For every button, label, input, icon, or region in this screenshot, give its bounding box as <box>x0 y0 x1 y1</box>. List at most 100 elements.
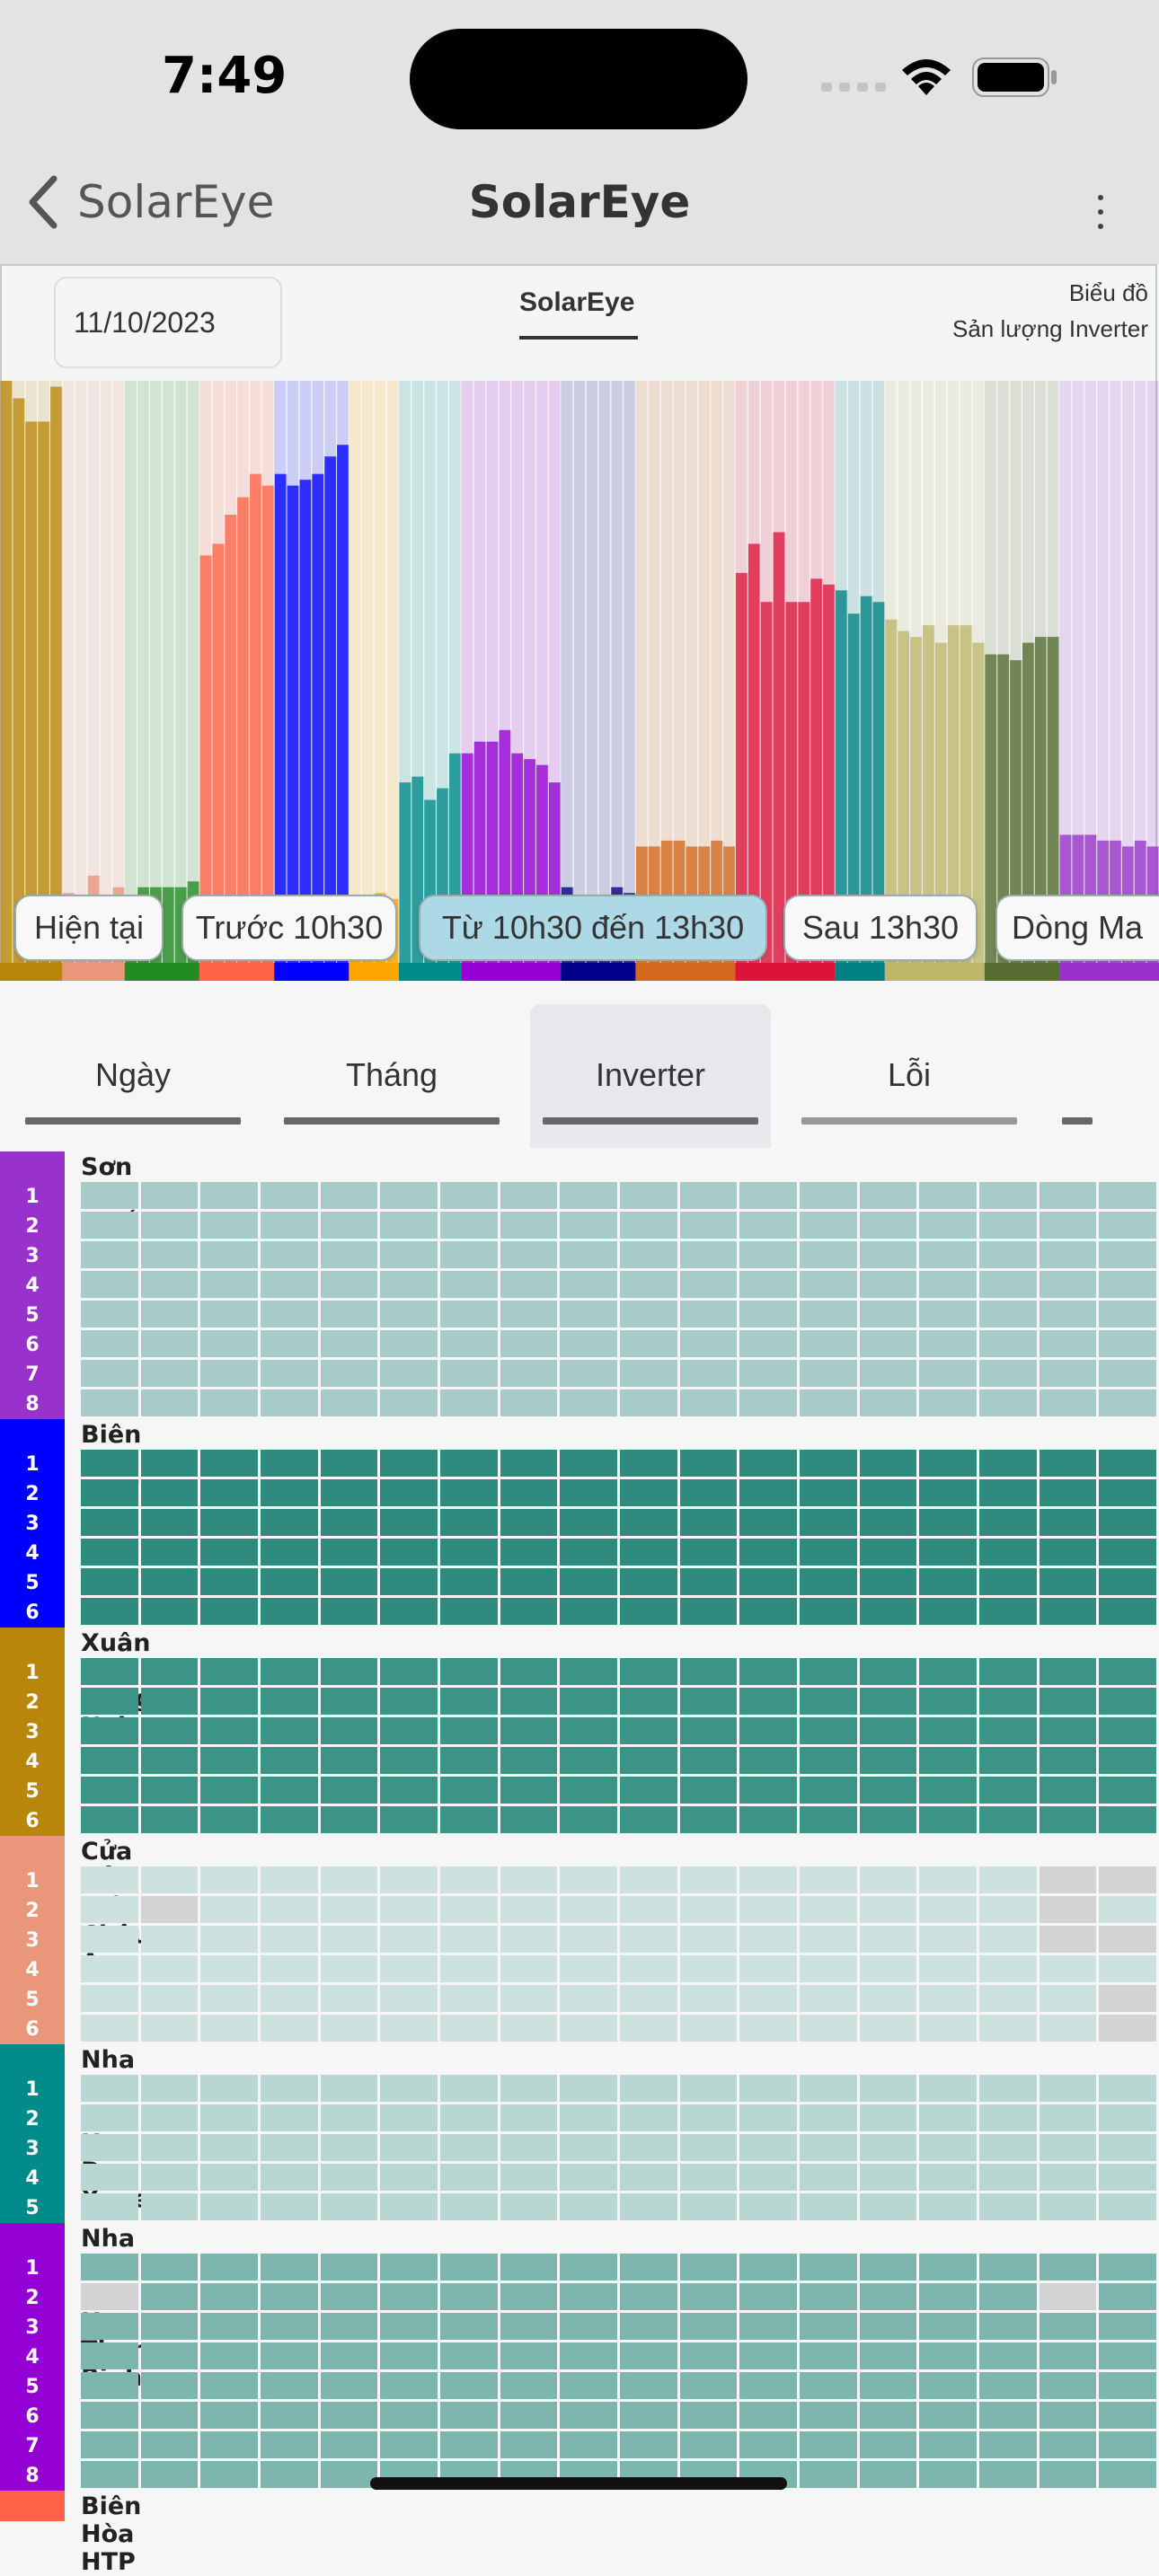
inverter-cell[interactable] <box>859 2431 917 2458</box>
inverter-cell[interactable] <box>560 1509 617 1536</box>
inverter-cell[interactable] <box>1039 1182 1097 1209</box>
inverter-row-label[interactable]: 3 <box>0 1926 65 1955</box>
inverter-cell[interactable] <box>380 2402 438 2429</box>
inverter-cell[interactable] <box>81 2134 138 2161</box>
inverter-cell[interactable] <box>380 1688 438 1715</box>
inverter-cell[interactable] <box>620 2193 677 2220</box>
inverter-cell[interactable] <box>679 1450 738 1477</box>
inverter-cell[interactable] <box>859 2402 917 2429</box>
inverter-cell[interactable] <box>800 1866 857 1893</box>
inverter-cell[interactable] <box>620 1985 677 2012</box>
inverter-cell[interactable] <box>919 2164 977 2191</box>
inverter-cell[interactable] <box>859 2283 917 2310</box>
inverter-cell[interactable] <box>859 1450 917 1477</box>
inverter-cell[interactable] <box>620 1360 677 1387</box>
inverter-cell[interactable] <box>440 1360 498 1387</box>
inverter-cell[interactable] <box>200 2372 258 2399</box>
inverter-cell[interactable] <box>800 1658 857 1685</box>
inverter-cell[interactable] <box>739 1747 797 1774</box>
tab-4[interactable]: Lỗi <box>887 1056 932 1093</box>
inverter-cell[interactable] <box>261 2193 318 2220</box>
inverter-cell[interactable] <box>979 1598 1037 1625</box>
time-filter-3[interactable]: Từ 10h30 đến 13h30 <box>419 895 767 961</box>
inverter-cell[interactable] <box>320 1241 378 1268</box>
inverter-cell[interactable] <box>320 1926 378 1953</box>
inverter-cell[interactable] <box>81 1330 138 1357</box>
inverter-cell[interactable] <box>200 1330 258 1357</box>
inverter-cell[interactable] <box>320 1896 378 1923</box>
inverter-cell[interactable] <box>140 1182 199 1209</box>
chart-bar[interactable] <box>960 625 972 963</box>
inverter-cell[interactable] <box>679 1688 738 1715</box>
inverter-cell[interactable] <box>560 1330 617 1357</box>
inverter-cell[interactable] <box>1039 2431 1097 2458</box>
inverter-cell[interactable] <box>560 1360 617 1387</box>
inverter-cell[interactable] <box>620 1301 677 1328</box>
inverter-cell[interactable] <box>140 2193 199 2220</box>
inverter-cell[interactable] <box>440 1926 498 1953</box>
inverter-cell[interactable] <box>500 1777 558 1804</box>
inverter-cell[interactable] <box>81 2461 138 2488</box>
inverter-cell[interactable] <box>800 1182 857 1209</box>
chart-bar[interactable] <box>798 602 810 963</box>
inverter-cell[interactable] <box>81 2283 138 2310</box>
chart-bar[interactable] <box>299 480 312 963</box>
inverter-cell[interactable] <box>620 1271 677 1298</box>
inverter-cell[interactable] <box>320 2015 378 2042</box>
inverter-cell[interactable] <box>800 2313 857 2340</box>
inverter-cell[interactable] <box>320 1598 378 1625</box>
inverter-cell[interactable] <box>919 2313 977 2340</box>
inverter-cell[interactable] <box>140 2134 199 2161</box>
inverter-cell[interactable] <box>500 1896 558 1923</box>
inverter-cell[interactable] <box>500 1658 558 1685</box>
inverter-cell[interactable] <box>140 2372 199 2399</box>
inverter-cell[interactable] <box>919 2461 977 2488</box>
inverter-row-label[interactable]: 3 <box>0 1717 65 1747</box>
chart-bar[interactable] <box>1047 637 1059 963</box>
inverter-cell[interactable] <box>440 1688 498 1715</box>
inverter-cell[interactable] <box>859 1360 917 1387</box>
inverter-cell[interactable] <box>1099 2254 1156 2280</box>
inverter-cell[interactable] <box>81 1182 138 1209</box>
inverter-cell[interactable] <box>440 2104 498 2131</box>
inverter-cell[interactable] <box>140 1896 199 1923</box>
inverter-cell[interactable] <box>380 1389 438 1416</box>
time-filter-2[interactable]: Trước 10h30 <box>181 895 397 961</box>
inverter-cell[interactable] <box>800 1271 857 1298</box>
inverter-cell[interactable] <box>200 2193 258 2220</box>
inverter-cell[interactable] <box>739 1450 797 1477</box>
inverter-cell[interactable] <box>500 2431 558 2458</box>
inverter-cell[interactable] <box>859 1658 917 1685</box>
inverter-cell[interactable] <box>1039 2372 1097 2399</box>
inverter-cell[interactable] <box>261 2283 318 2310</box>
inverter-cell[interactable] <box>380 1598 438 1625</box>
inverter-cell[interactable] <box>800 2075 857 2102</box>
inverter-cell[interactable] <box>739 2134 797 2161</box>
inverter-cell[interactable] <box>140 1747 199 1774</box>
inverter-cell[interactable] <box>620 1539 677 1566</box>
inverter-cell[interactable] <box>1039 2402 1097 2429</box>
inverter-cell[interactable] <box>200 2461 258 2488</box>
inverter-cell[interactable] <box>1099 1658 1156 1685</box>
inverter-cell[interactable] <box>140 1479 199 1506</box>
inverter-cell[interactable] <box>440 2402 498 2429</box>
inverter-cell[interactable] <box>440 1568 498 1595</box>
inverter-cell[interactable] <box>979 1926 1037 1953</box>
inverter-cell[interactable] <box>1039 2015 1097 2042</box>
inverter-cell[interactable] <box>81 1747 138 1774</box>
inverter-cell[interactable] <box>140 1450 199 1477</box>
inverter-cell[interactable] <box>739 1301 797 1328</box>
chart-bar[interactable] <box>38 421 49 963</box>
inverter-cell[interactable] <box>979 1896 1037 1923</box>
inverter-cell[interactable] <box>261 1479 318 1506</box>
inverter-cell[interactable] <box>739 1985 797 2012</box>
inverter-cell[interactable] <box>140 1717 199 1744</box>
inverter-cell[interactable] <box>919 1241 977 1268</box>
inverter-row-label[interactable]: 2 <box>0 1896 65 1926</box>
inverter-cell[interactable] <box>1039 1301 1097 1328</box>
inverter-cell[interactable] <box>800 1926 857 1953</box>
inverter-cell[interactable] <box>979 2402 1037 2429</box>
inverter-cell[interactable] <box>979 2075 1037 2102</box>
inverter-cell[interactable] <box>200 2015 258 2042</box>
inverter-cell[interactable] <box>380 1896 438 1923</box>
